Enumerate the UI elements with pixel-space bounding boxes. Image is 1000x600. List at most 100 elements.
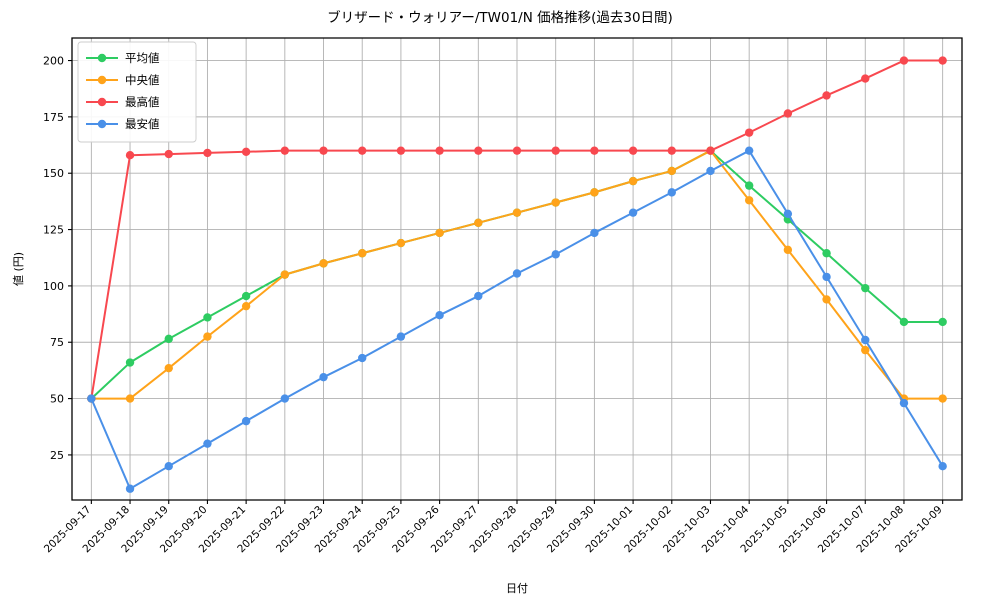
data-point [125,150,135,160]
y-tick-label: 100 [43,280,64,293]
data-point [706,146,715,155]
legend-item-1[interactable]: 平均値 [86,51,160,65]
axes-spines [71,37,963,501]
data-point [125,394,135,403]
data-point [861,283,870,293]
y-axis-label: 値 (円) [12,252,25,286]
data-point [203,148,212,158]
data-point [861,335,870,345]
data-point [319,372,328,382]
data-point [667,188,676,197]
data-point [203,439,212,448]
data-point [435,146,444,155]
data-point [783,209,793,218]
data-point [474,218,483,227]
data-point [280,394,290,403]
data-point [280,146,290,155]
data-point [125,484,135,493]
data-point [474,291,483,301]
data-point [744,146,754,155]
data-point [899,56,909,65]
data-point [822,272,831,282]
data-point [744,181,754,190]
data-point [512,208,522,217]
data-point [241,301,251,311]
data-point [744,128,754,137]
data-point [164,363,173,373]
data-point [706,166,715,176]
data-point [667,166,676,176]
y-axis-ticks: 25 50 75 100 125 150 175 200 [43,55,72,462]
legend-marker [97,53,107,63]
data-point [203,332,212,341]
chart-title: ブリザード・ウォリアー/TW01/N 価格推移(過去30日間) [327,9,673,26]
legend-marker [97,119,107,129]
data-point [358,146,367,155]
series-3 [87,56,947,403]
legend-label: 最安値 [125,117,160,131]
data-point [551,146,560,155]
legend-label: 最高値 [125,95,160,109]
data-point [203,313,212,322]
series-layer [87,56,947,493]
data-point [551,250,560,259]
y-tick-label: 50 [50,393,64,406]
data-point [783,245,793,255]
data-point [822,91,831,100]
data-point [512,146,522,155]
legend-marker [97,97,107,107]
data-point [164,334,173,344]
data-point [783,109,793,118]
legend-label: 中央値 [125,73,160,87]
data-point [628,176,638,186]
data-point [822,249,831,258]
data-point [861,345,870,355]
data-point [899,317,909,327]
y-tick-label: 150 [43,167,64,180]
data-point [667,146,676,155]
y-tick-label: 125 [43,224,64,237]
data-point [319,259,328,268]
data-point [164,461,173,471]
data-point [358,249,367,258]
data-point [280,270,290,279]
data-point [396,332,406,341]
data-point [396,238,406,248]
data-point [435,311,444,320]
data-point [938,394,947,403]
data-point [899,398,909,408]
y-tick-label: 25 [50,449,64,462]
data-point [822,295,831,304]
data-point [241,147,251,157]
y-tick-label: 200 [43,55,64,68]
legend-background [77,41,197,143]
data-point [319,146,328,155]
data-point [358,353,367,363]
legend-item-4[interactable]: 最安値 [86,117,160,131]
data-point [938,317,947,327]
y-tick-label: 75 [50,336,64,349]
legend-item-3[interactable]: 最高値 [86,95,160,109]
data-point [164,149,173,159]
legend-label: 平均値 [125,51,160,65]
data-point [861,74,870,83]
y-tick-label: 175 [43,111,64,124]
data-point [938,461,947,471]
legend-item-2[interactable]: 中央値 [86,73,160,87]
legend-marker [97,75,107,85]
data-point [125,358,135,367]
data-point [590,188,599,197]
data-point [241,291,251,301]
data-point [551,198,560,207]
series-4 [87,146,947,493]
x-axis-label: 日付 [506,582,528,595]
data-point [744,196,754,205]
data-point [87,394,96,403]
data-point [241,416,251,426]
data-point [590,228,599,238]
data-point [938,56,947,65]
data-point [396,146,406,155]
